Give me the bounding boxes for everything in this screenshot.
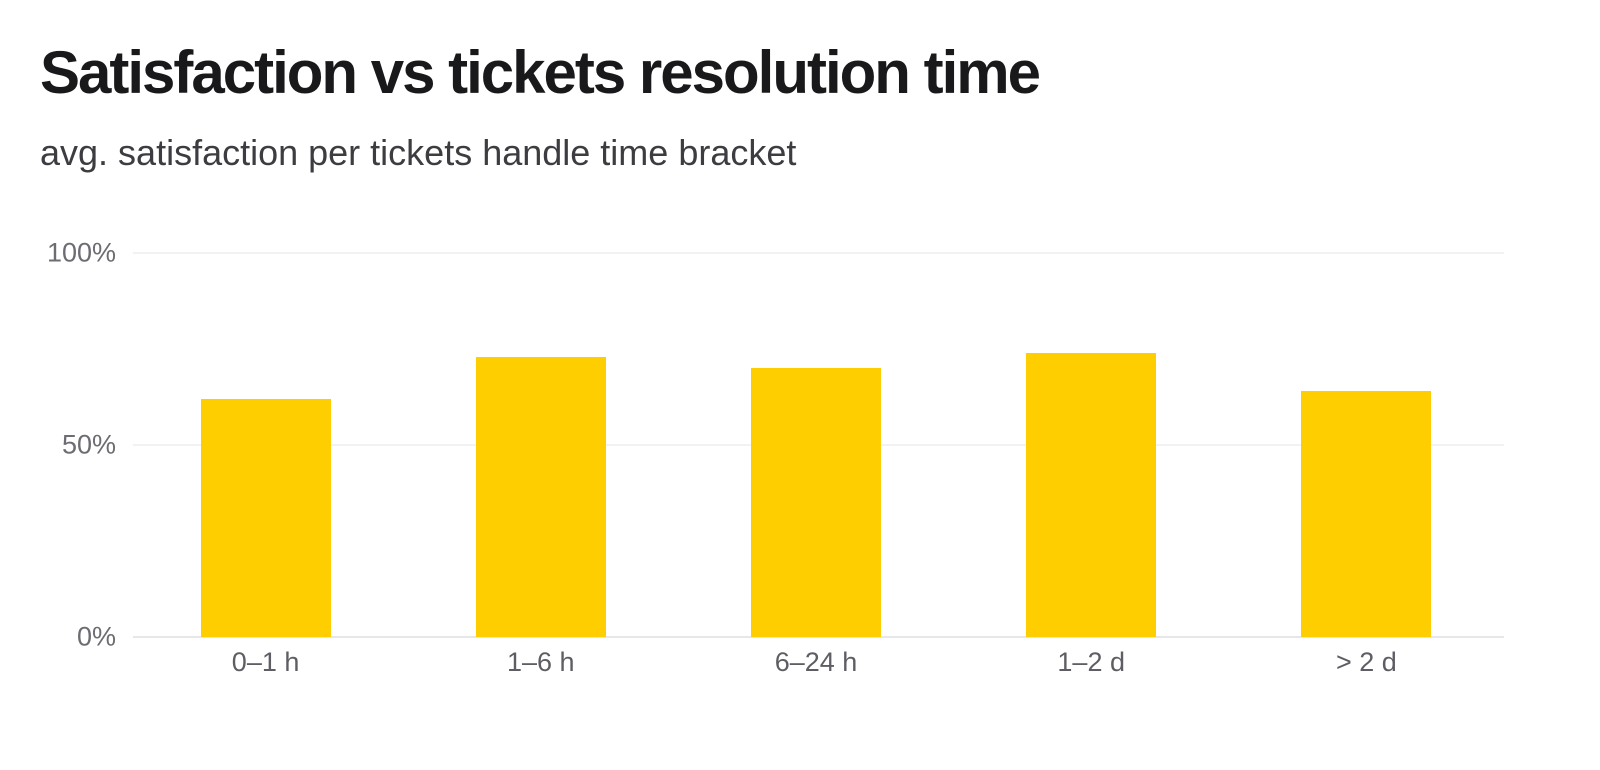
bar->2d[interactable]	[1301, 391, 1432, 637]
y-tick-label-50: 50%	[61, 429, 116, 460]
bar-slot: 0–1 h	[128, 253, 403, 676]
x-tick-label->2d: > 2 d	[1336, 647, 1397, 677]
bar-0–1h[interactable]	[200, 398, 331, 637]
x-tick-label-0–1h: 0–1 h	[231, 647, 300, 677]
x-axis-line	[133, 636, 1504, 638]
y-tick-label-0: 0%	[76, 621, 116, 652]
bar-1–6h[interactable]	[475, 356, 606, 637]
bar-slot: 1–2 d	[954, 253, 1229, 676]
bar-1–2d[interactable]	[1026, 352, 1157, 637]
chart-title: Satisfaction vs tickets resolution time	[40, 39, 1041, 106]
bar-slot: > 2 d	[1229, 253, 1504, 676]
bar-6–24h[interactable]	[751, 368, 881, 637]
x-tick-label-1–2d: 1–2 d	[1057, 647, 1125, 677]
bar-slot: 6–24 h	[678, 253, 953, 676]
bar-slot: 1–6 h	[403, 253, 678, 676]
chart-subtitle: avg. satisfaction per tickets handle tim…	[40, 132, 797, 173]
bar-chart-plot-area: 0% 50% 100% 0–1 h 1–6 h 6–24 h 1–2 d > 2 d	[47, 239, 1504, 676]
x-tick-label-6–24h: 6–24 h	[774, 647, 858, 677]
x-tick-label-1–6h: 1–6 h	[507, 647, 575, 677]
y-tick-label-100: 100%	[46, 237, 116, 268]
gridline-100	[133, 252, 1504, 254]
bar-slots: 0–1 h 1–6 h 6–24 h 1–2 d > 2 d	[128, 253, 1504, 676]
